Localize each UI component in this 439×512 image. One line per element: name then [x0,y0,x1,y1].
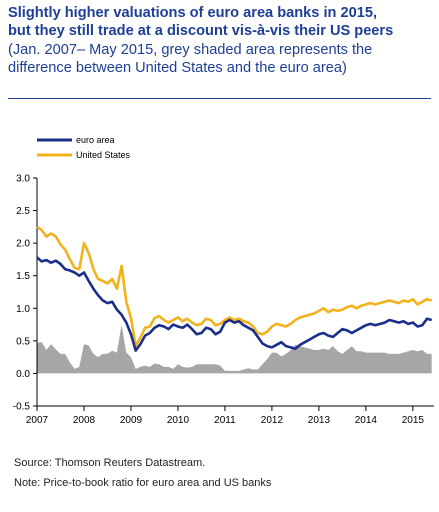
chart-subtitle: (Jan. 2007– May 2015, grey shaded area r… [8,41,436,77]
y-tick-label: 1.5 [16,271,30,282]
y-tick-label: 2.5 [16,206,30,217]
price-to-book-chart: euro area United States 3.0 2.5 2.0 1.5 1.0 0… [13,135,434,426]
legend-label-united-states: United States [76,150,131,160]
chart-title: Slightly higher valuations of euro area … [8,4,436,40]
x-tick-label: 2009 [120,415,143,426]
x-tick-label: 2013 [308,415,331,426]
y-tick-label: 3.0 [16,174,30,185]
legend-label-euro-area: euro area [76,135,115,145]
x-tick-label: 2014 [355,415,378,426]
series-line-united-states [36,225,433,348]
x-tick-label: 2011 [214,415,236,426]
legend: euro area United States [37,135,131,160]
source-note: Source: Thomson Reuters Datastream. [14,457,206,469]
x-tick-label: 2010 [167,415,190,426]
y-tick-label: 0.0 [16,369,30,380]
title-divider [8,98,431,99]
y-tick-label: 1.0 [16,304,30,315]
plot-area: 3.0 2.5 2.0 1.5 1.0 0.5 0.0 -0.5 2007 2008 2009 201… [13,174,434,426]
series-line-euro-area [36,256,433,352]
title-line-2: but they still trade at a discount vis-à… [8,23,394,39]
footnote: Note: Price-to-book ratio for euro area … [14,477,272,489]
y-tick-label: 2.0 [16,239,30,250]
y-tick-label: -0.5 [13,402,31,413]
x-tick-label: 2012 [261,415,284,426]
x-tick-label: 2008 [73,415,96,426]
x-tick-label: 2007 [26,415,49,426]
title-line-1: Slightly higher valuations of euro area … [8,5,378,21]
subtitle-line-1: (Jan. 2007– May 2015, grey shaded area r… [8,42,373,58]
y-tick-label: 0.5 [16,336,30,347]
difference-area [37,324,432,374]
subtitle-line-2: difference between United States and the… [8,60,347,76]
x-tick-label: 2015 [402,415,425,426]
